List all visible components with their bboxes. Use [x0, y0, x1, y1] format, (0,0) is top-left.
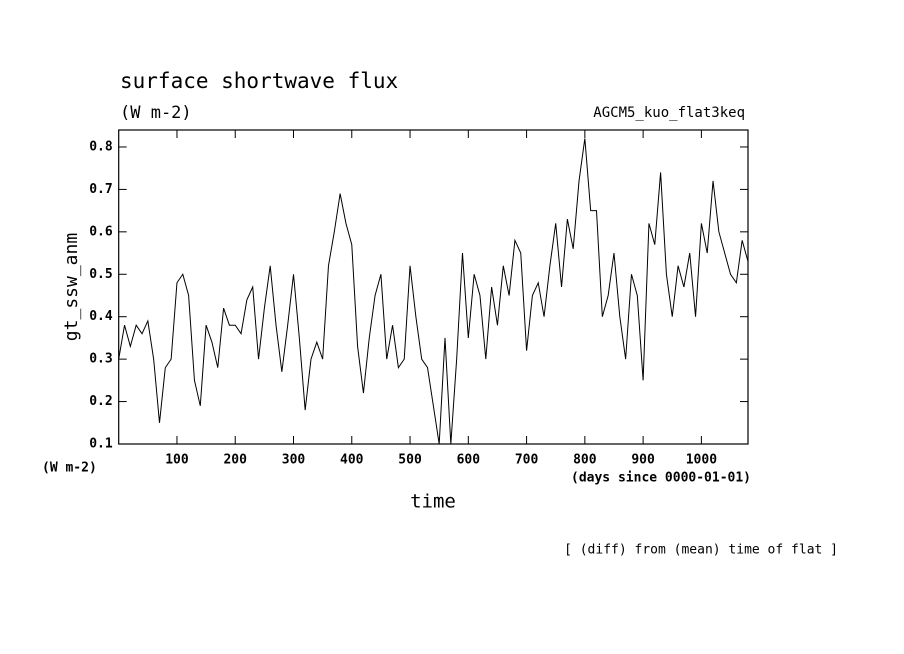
x-tick-label: 600 [457, 453, 481, 468]
y-tick-label: 0.3 [89, 352, 112, 367]
x-tick-label: 700 [515, 453, 539, 468]
run-label: AGCM5_kuo_flat3keq [593, 105, 745, 121]
data-line [118, 138, 749, 445]
x-tick-label: 1000 [686, 453, 717, 468]
y-tick-label: 0.8 [89, 139, 113, 154]
x-tick-label: 400 [340, 453, 364, 468]
x-tick-label: 900 [631, 453, 655, 468]
chart-subtitle: (W m-2) [120, 103, 192, 123]
y-unit: (W m-2) [42, 461, 97, 476]
x-axis-label: time [410, 491, 456, 513]
x-tick-label: 300 [282, 453, 306, 468]
y-tick-label: 0.6 [89, 224, 113, 239]
y-tick-label: 0.4 [89, 309, 113, 324]
y-tick-label: 0.5 [89, 267, 112, 282]
plot-frame [118, 129, 749, 445]
x-tick-label: 800 [573, 453, 597, 468]
y-tick-label: 0.1 [89, 437, 113, 452]
y-tick-label: 0.2 [89, 394, 112, 409]
x-tick-label: 100 [165, 453, 189, 468]
x-tick-label: 200 [223, 453, 247, 468]
y-axis-label: gt_ssw_anm [61, 233, 82, 341]
x-unit: (days since 0000-01-01) [571, 471, 751, 486]
y-tick-label: 0.7 [89, 182, 112, 197]
chart-title: surface shortwave flux [120, 69, 398, 93]
note: [ (diff) from (mean) time of flat ] [564, 543, 838, 558]
x-tick-label: 500 [398, 453, 422, 468]
